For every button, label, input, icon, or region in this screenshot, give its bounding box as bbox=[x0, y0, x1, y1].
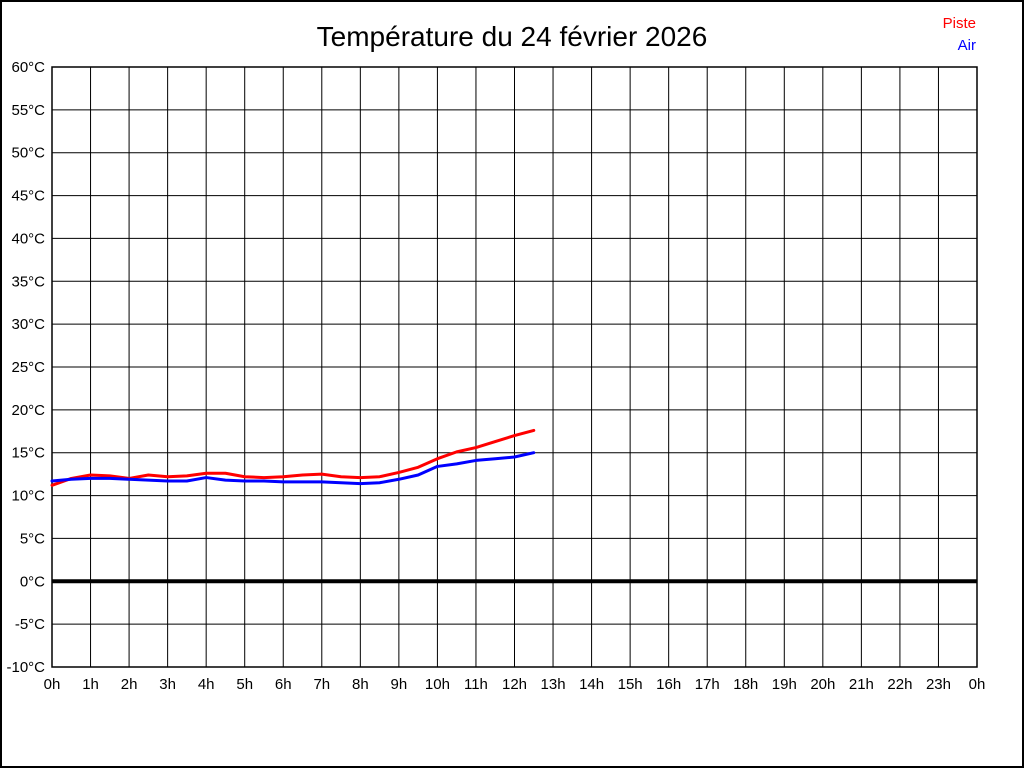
y-tick-label: 55°C bbox=[11, 102, 45, 119]
y-tick-label: 20°C bbox=[11, 402, 45, 419]
legend-item-air: Air bbox=[957, 37, 976, 54]
legend-item-piste: Piste bbox=[942, 15, 976, 32]
x-tick-label: 10h bbox=[425, 676, 450, 693]
x-tick-label: 5h bbox=[236, 676, 253, 693]
x-tick-label: 4h bbox=[198, 676, 215, 693]
x-tick-label: 9h bbox=[391, 676, 408, 693]
y-tick-label: 50°C bbox=[11, 145, 45, 162]
x-tick-label: 14h bbox=[579, 676, 604, 693]
piste-series-line bbox=[50, 428, 536, 487]
y-tick-label: 40°C bbox=[11, 230, 45, 247]
x-tick-label: 18h bbox=[733, 676, 758, 693]
x-tick-label: 3h bbox=[159, 676, 176, 693]
y-tick-label: 25°C bbox=[11, 359, 45, 376]
x-tick-label: 22h bbox=[887, 676, 912, 693]
x-tick-label: 8h bbox=[352, 676, 369, 693]
y-tick-label: 10°C bbox=[11, 488, 45, 505]
x-tick-label: 2h bbox=[121, 676, 138, 693]
x-tick-label: 7h bbox=[313, 676, 330, 693]
y-tick-label: 5°C bbox=[20, 530, 45, 547]
x-tick-label: 1h bbox=[82, 676, 99, 693]
y-tick-label: -5°C bbox=[15, 616, 45, 633]
x-tick-label: 11h bbox=[464, 676, 488, 693]
x-tick-label: 19h bbox=[772, 676, 797, 693]
y-tick-label: 45°C bbox=[11, 188, 45, 205]
x-tick-label: 13h bbox=[541, 676, 566, 693]
air-series-line bbox=[50, 451, 536, 486]
chart-title: Température du 24 février 2026 bbox=[316, 21, 708, 52]
y-tick-label: 0°C bbox=[20, 573, 45, 590]
x-tick-label: 0h bbox=[44, 676, 61, 693]
x-tick-label: 6h bbox=[275, 676, 292, 693]
y-tick-label: -10°C bbox=[6, 659, 45, 676]
x-tick-label: 0h bbox=[969, 676, 986, 693]
x-tick-label: 15h bbox=[618, 676, 643, 693]
x-tick-label: 17h bbox=[695, 676, 720, 693]
y-tick-label: 35°C bbox=[11, 273, 45, 290]
x-tick-label: 16h bbox=[656, 676, 681, 693]
y-tick-label: 15°C bbox=[11, 445, 45, 462]
x-tick-label: 21h bbox=[849, 676, 874, 693]
y-tick-label: 60°C bbox=[11, 59, 45, 76]
x-tick-label: 12h bbox=[502, 676, 527, 693]
x-tick-label: 20h bbox=[810, 676, 835, 693]
legend: Piste Air bbox=[943, 13, 976, 57]
plot-border bbox=[51, 66, 978, 668]
y-tick-label: 30°C bbox=[11, 316, 45, 333]
x-tick-label: 23h bbox=[926, 676, 951, 693]
